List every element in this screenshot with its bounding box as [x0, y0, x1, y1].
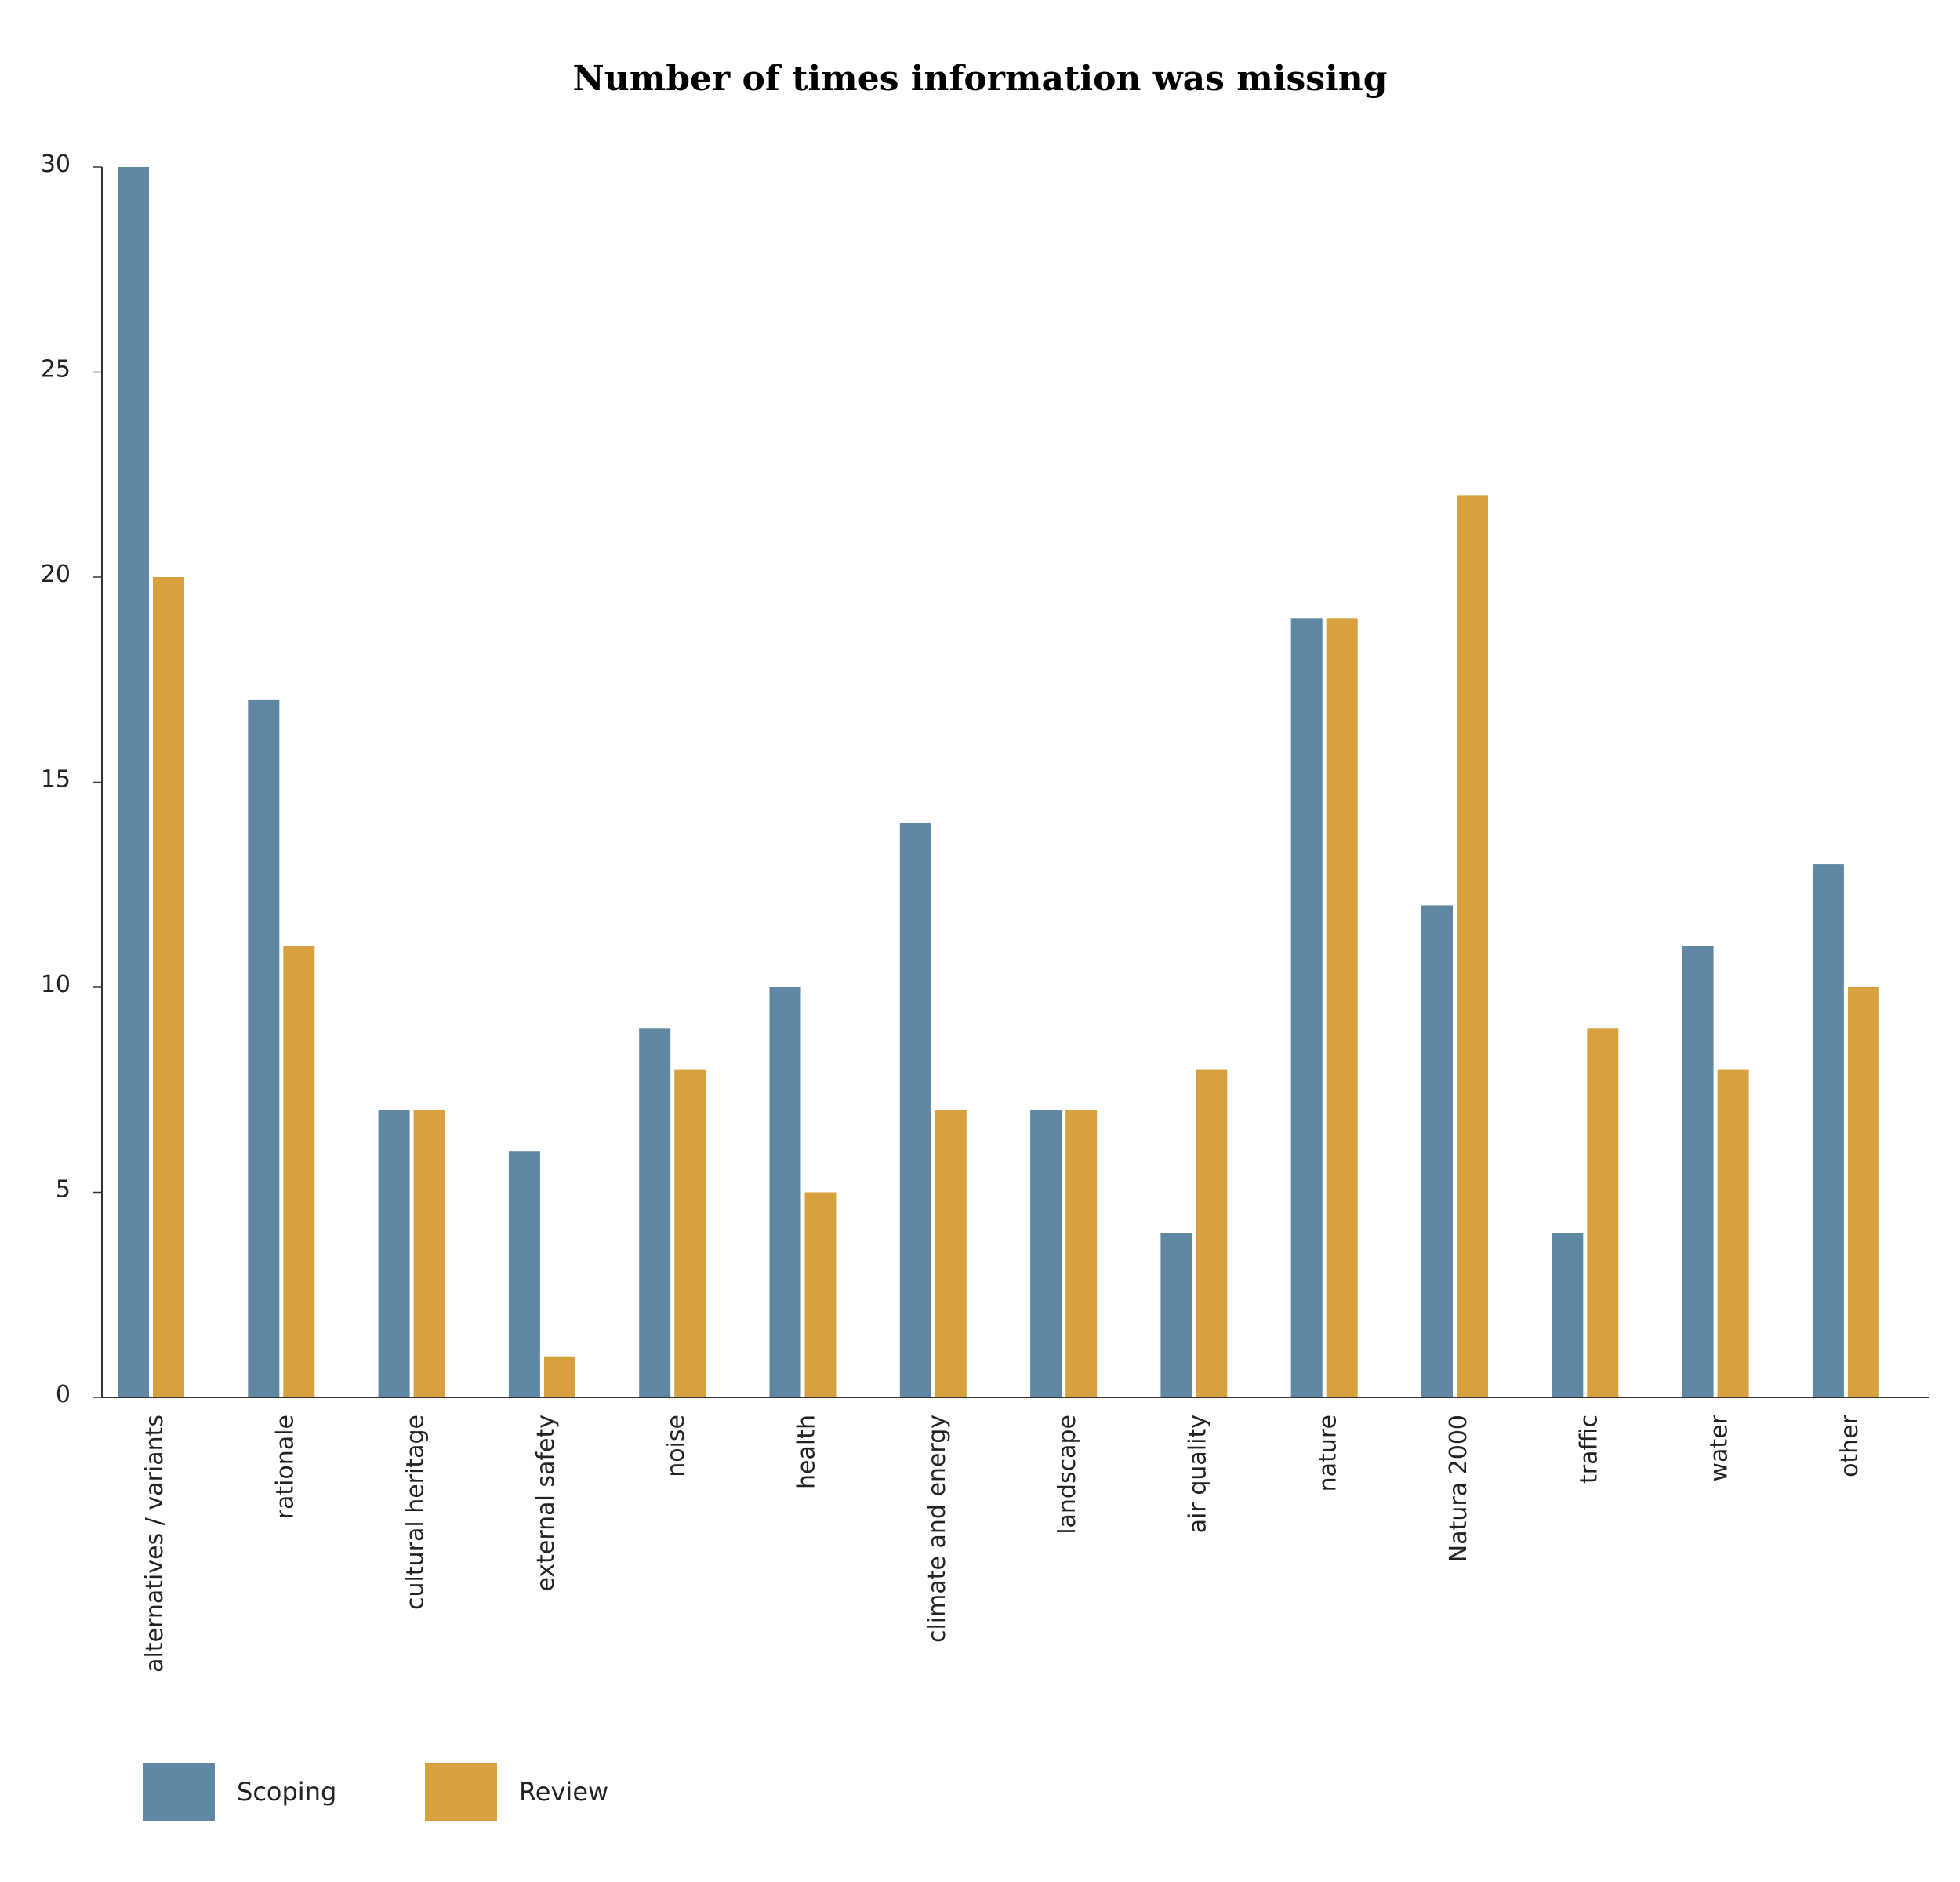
legend-label-scoping: Scoping	[237, 1777, 336, 1807]
bar-review-3	[543, 1356, 575, 1397]
bar-review-2	[413, 1110, 445, 1397]
bar-review-11	[1587, 1028, 1619, 1397]
bar-scoping-7	[1030, 1110, 1062, 1397]
bar-review-7	[1065, 1110, 1098, 1397]
y-tick-label: 15	[41, 766, 71, 794]
bar-scoping-2	[378, 1110, 410, 1397]
bar-scoping-8	[1160, 1233, 1192, 1397]
x-tick-label: other	[1836, 1414, 1864, 1477]
x-tick-label: Natura 2000	[1445, 1415, 1472, 1562]
x-ticks: alternatives / variants rationale cultural…	[141, 1414, 1864, 1673]
bars	[118, 167, 1879, 1397]
x-tick-label: cultural heritage	[402, 1415, 430, 1610]
bar-review-13	[1847, 987, 1879, 1397]
bar-review-1	[283, 946, 315, 1397]
y-ticks: 0 5 10 15 20 25 30	[41, 151, 102, 1408]
x-tick-label: traffic	[1575, 1415, 1602, 1484]
bar-review-6	[935, 1110, 967, 1397]
bar-scoping-5	[769, 987, 801, 1397]
legend: Scoping Review	[143, 1763, 608, 1821]
x-tick-label: noise	[662, 1415, 690, 1477]
x-tick-label: landscape	[1054, 1415, 1081, 1535]
bar-review-8	[1196, 1069, 1228, 1397]
bar-review-12	[1717, 1069, 1749, 1397]
bar-scoping-9	[1290, 618, 1323, 1397]
x-tick-label: air quality	[1184, 1415, 1211, 1533]
bar-scoping-10	[1421, 905, 1453, 1397]
bar-review-4	[674, 1069, 706, 1397]
x-tick-label: nature	[1315, 1415, 1342, 1491]
bar-scoping-1	[248, 699, 280, 1397]
bar-review-0	[153, 577, 184, 1397]
x-tick-label: water	[1706, 1414, 1733, 1481]
chart-title: Number of times information was missing	[573, 59, 1388, 99]
bar-review-5	[804, 1192, 837, 1397]
bar-scoping-13	[1812, 864, 1844, 1397]
y-tick-label: 20	[41, 561, 71, 588]
bar-scoping-4	[639, 1028, 671, 1397]
x-tick-label: climate and energy	[924, 1415, 951, 1643]
bar-scoping-0	[118, 167, 149, 1397]
bar-review-9	[1326, 618, 1358, 1397]
bar-scoping-12	[1682, 946, 1714, 1397]
bar-scoping-11	[1552, 1233, 1584, 1397]
y-tick-label: 5	[56, 1176, 71, 1204]
legend-label-review: Review	[519, 1777, 608, 1807]
y-tick-label: 0	[56, 1381, 71, 1408]
bar-scoping-6	[899, 823, 931, 1397]
axes	[101, 167, 1929, 1398]
x-tick-label: health	[793, 1415, 821, 1489]
legend-swatch-scoping	[143, 1763, 215, 1821]
bar-review-10	[1457, 495, 1488, 1397]
legend-swatch-review	[425, 1763, 497, 1821]
y-tick-label: 25	[41, 356, 71, 383]
bar-scoping-3	[508, 1151, 540, 1397]
x-tick-label: external safety	[532, 1415, 560, 1592]
y-tick-label: 10	[41, 971, 71, 998]
x-tick-label: alternatives / variants	[141, 1415, 169, 1673]
x-tick-label: rationale	[271, 1415, 299, 1519]
y-tick-label: 30	[41, 151, 71, 178]
